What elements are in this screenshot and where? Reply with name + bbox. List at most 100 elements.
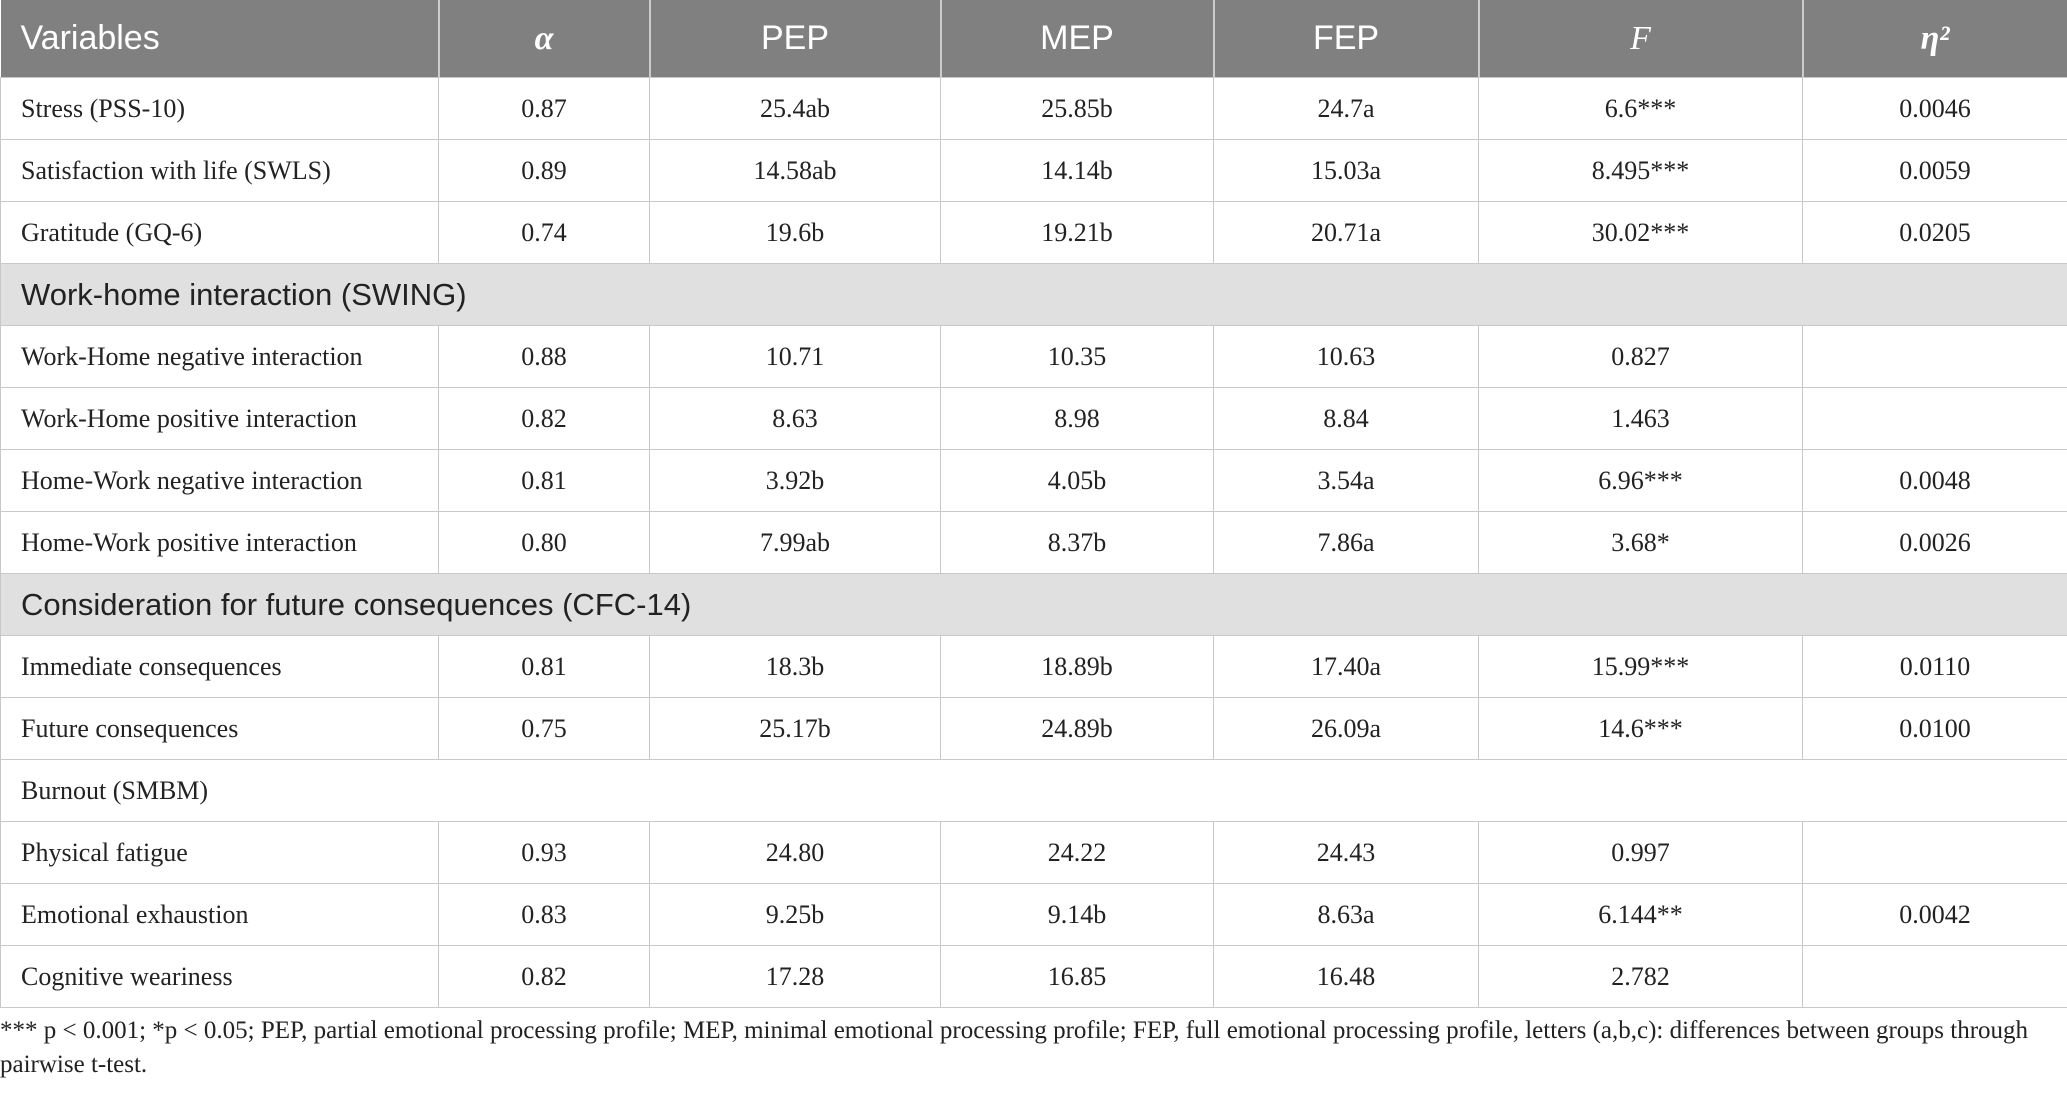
- table-row: Physical fatigue 0.93 24.80 24.22 24.43 0.997: [0, 821, 2067, 884]
- cell: 0.80: [438, 511, 650, 574]
- cell: 0.83: [438, 883, 650, 946]
- cell: 0.74: [438, 201, 650, 264]
- cell: 24.43: [1213, 821, 1479, 884]
- cell: 24.80: [649, 821, 941, 884]
- cell: 6.96***: [1478, 449, 1803, 512]
- table-row: Future consequences 0.75 25.17b 24.89b 26.09…: [0, 697, 2067, 760]
- cell: 0.88: [438, 325, 650, 388]
- table-row: Consideration for future consequences (C…: [0, 573, 2067, 636]
- cell: 2.782: [1478, 945, 1803, 1008]
- cell: 8.98: [940, 387, 1214, 450]
- cell: 24.7a: [1213, 77, 1479, 140]
- cell: 0.0048: [1802, 449, 2067, 512]
- section-heading: Work-home interaction (SWING): [0, 263, 2067, 326]
- table-row: Stress (PSS-10) 0.87 25.4ab 25.85b 24.7a 6.6*…: [0, 77, 2067, 140]
- cell: 0.997: [1478, 821, 1803, 884]
- cell: 9.14b: [940, 883, 1214, 946]
- table-row: Home-Work negative interaction 0.81 3.92b 4…: [0, 449, 2067, 512]
- cell: 24.89b: [940, 697, 1214, 760]
- table-body: Stress (PSS-10) 0.87 25.4ab 25.85b 24.7a 6.6*…: [0, 77, 2067, 1008]
- cell: 14.14b: [940, 139, 1214, 202]
- cell: 25.85b: [940, 77, 1214, 140]
- table-row: Work-Home negative interaction 0.88 10.71 1…: [0, 325, 2067, 388]
- cell: 10.71: [649, 325, 941, 388]
- cell: 6.144**: [1478, 883, 1803, 946]
- row-label: Emotional exhaustion: [0, 883, 439, 946]
- cell: 17.28: [649, 945, 941, 1008]
- header-cell: F: [1478, 0, 1804, 78]
- header-cell: MEP: [940, 0, 1215, 78]
- header-cell: FEP: [1213, 0, 1480, 78]
- cell: 8.495***: [1478, 139, 1803, 202]
- cell: 0.0110: [1802, 635, 2067, 698]
- cell: 14.58ab: [649, 139, 941, 202]
- cell: 0.75: [438, 697, 650, 760]
- cell: 0.0042: [1802, 883, 2067, 946]
- row-label: Work-Home positive interaction: [0, 387, 439, 450]
- subheading: Burnout (SMBM): [0, 759, 2067, 822]
- cell: 25.17b: [649, 697, 941, 760]
- cell: 10.63: [1213, 325, 1479, 388]
- cell: 8.63a: [1213, 883, 1479, 946]
- cell: 26.09a: [1213, 697, 1479, 760]
- row-label: Work-Home negative interaction: [0, 325, 439, 388]
- table-row: Gratitude (GQ-6) 0.74 19.6b 19.21b 20.71a 30.…: [0, 201, 2067, 264]
- header-cell: Variables: [0, 0, 440, 78]
- cell: 19.6b: [649, 201, 941, 264]
- row-label: Immediate consequences: [0, 635, 439, 698]
- cell: 10.35: [940, 325, 1214, 388]
- cell: 3.92b: [649, 449, 941, 512]
- row-label: Satisfaction with life (SWLS): [0, 139, 439, 202]
- row-label: Future consequences: [0, 697, 439, 760]
- cell: 9.25b: [649, 883, 941, 946]
- cell: 3.54a: [1213, 449, 1479, 512]
- cell: 0.0026: [1802, 511, 2067, 574]
- section-heading: Consideration for future consequences (C…: [0, 573, 2067, 636]
- cell: 3.68*: [1478, 511, 1803, 574]
- cell: 16.85: [940, 945, 1214, 1008]
- cell: 0.827: [1478, 325, 1803, 388]
- row-label: Cognitive weariness: [0, 945, 439, 1008]
- row-label: Home-Work negative interaction: [0, 449, 439, 512]
- footnote: *** p < 0.001; *p < 0.05; PEP, partial e…: [0, 1017, 2029, 1078]
- cell: 24.22: [940, 821, 1214, 884]
- cell: 0.87: [438, 77, 650, 140]
- table-row: Burnout (SMBM): [0, 759, 2067, 822]
- header-cell: η²: [1802, 0, 2067, 78]
- table-row: Immediate consequences 0.81 18.3b 18.89b 17.…: [0, 635, 2067, 698]
- cell: 15.99***: [1478, 635, 1803, 698]
- empty-cell: [1802, 821, 2067, 884]
- cell: 7.99ab: [649, 511, 941, 574]
- table-row: Home-Work positive interaction 0.80 7.99ab…: [0, 511, 2067, 574]
- cell: 15.03a: [1213, 139, 1479, 202]
- cell: 0.0059: [1802, 139, 2067, 202]
- header-cell: α: [438, 0, 651, 78]
- cell: 19.21b: [940, 201, 1214, 264]
- cell: 0.0046: [1802, 77, 2067, 140]
- row-label: Gratitude (GQ-6): [0, 201, 439, 264]
- cell: 14.6***: [1478, 697, 1803, 760]
- cell: 16.48: [1213, 945, 1479, 1008]
- cell: 6.6***: [1478, 77, 1803, 140]
- cell: 8.84: [1213, 387, 1479, 450]
- header-cell: PEP: [649, 0, 942, 78]
- empty-cell: [1802, 325, 2067, 388]
- table-row: Work-Home positive interaction 0.82 8.63 8.…: [0, 387, 2067, 450]
- cell: 0.82: [438, 945, 650, 1008]
- table-row: Emotional exhaustion 0.83 9.25b 9.14b 8.63a 6…: [0, 883, 2067, 946]
- cell: 20.71a: [1213, 201, 1479, 264]
- cell: 1.463: [1478, 387, 1803, 450]
- cell: 0.0205: [1802, 201, 2067, 264]
- empty-cell: [1802, 387, 2067, 450]
- cell: 0.81: [438, 635, 650, 698]
- row-label: Physical fatigue: [0, 821, 439, 884]
- row-label: Stress (PSS-10): [0, 77, 439, 140]
- empty-cell: [1802, 945, 2067, 1008]
- cell: 0.82: [438, 387, 650, 450]
- table-row: Cognitive weariness 0.82 17.28 16.85 16.48 2.…: [0, 945, 2067, 1008]
- cell: 7.86a: [1213, 511, 1479, 574]
- cell: 25.4ab: [649, 77, 941, 140]
